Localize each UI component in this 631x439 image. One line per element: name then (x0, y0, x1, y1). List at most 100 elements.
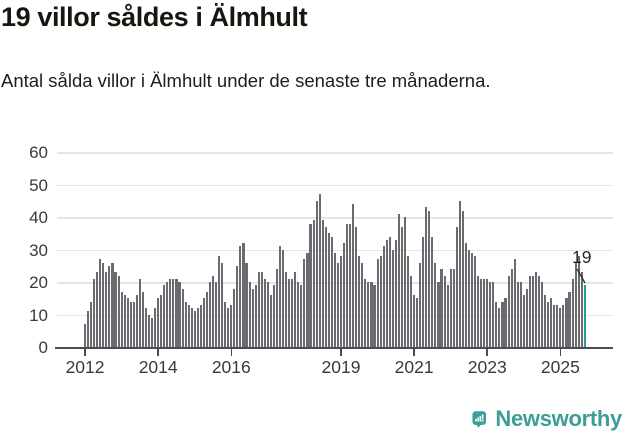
bar (425, 207, 428, 347)
bar (577, 256, 580, 347)
bar (99, 259, 102, 347)
x-tick (413, 349, 415, 356)
bar (525, 288, 528, 347)
bar (391, 249, 394, 347)
bar (163, 285, 166, 347)
bar (114, 272, 117, 347)
bar (565, 298, 568, 347)
grid-line (57, 152, 613, 154)
bar (458, 200, 461, 347)
bar (242, 243, 245, 347)
y-tick-label: 10 (29, 305, 48, 325)
y-tick-label: 40 (29, 208, 48, 227)
bar (455, 226, 458, 347)
bar (364, 278, 367, 347)
bar (422, 236, 425, 347)
x-tick (486, 349, 489, 356)
bar (574, 262, 577, 347)
bar (510, 269, 513, 347)
bar (470, 252, 474, 347)
bar (352, 204, 355, 347)
bar (336, 262, 339, 347)
bar (467, 249, 471, 347)
bar (437, 282, 440, 347)
bar (169, 278, 172, 347)
bar (221, 262, 224, 347)
bar (531, 275, 534, 347)
bar (373, 285, 376, 347)
bar (205, 291, 208, 347)
bar (428, 210, 431, 347)
bar (224, 301, 227, 347)
bar (147, 314, 151, 347)
bar (346, 223, 349, 347)
bar (553, 304, 556, 347)
x-tick-label: 2016 (211, 357, 251, 377)
bar (318, 194, 321, 347)
bar (193, 311, 196, 347)
bar (504, 298, 507, 347)
bar (474, 256, 477, 347)
bar (568, 291, 571, 347)
bar (492, 282, 495, 347)
bar (96, 272, 99, 347)
bar (245, 262, 248, 347)
bar (388, 236, 391, 347)
bar (434, 262, 437, 347)
bar (480, 278, 483, 347)
newsworthy-logo: Newsworthy (472, 400, 622, 438)
x-tick-label: 2019 (321, 357, 361, 377)
x-tick (340, 349, 342, 356)
bar (269, 295, 272, 347)
grid-line (57, 249, 613, 252)
bar (559, 308, 562, 347)
bar (141, 291, 144, 347)
bars-layer (84, 152, 588, 347)
bar (172, 278, 175, 347)
bar (272, 285, 275, 347)
bar (275, 269, 279, 347)
bar (394, 239, 397, 347)
bar (111, 262, 114, 347)
bar (306, 252, 309, 347)
bar (90, 301, 93, 347)
x-tick (559, 349, 562, 356)
bar (361, 262, 364, 347)
bar (403, 217, 407, 347)
bar (263, 278, 266, 347)
bar (522, 295, 525, 347)
bar (138, 278, 141, 347)
x-tick (230, 349, 233, 356)
bar (300, 285, 303, 347)
bar (440, 269, 443, 347)
x-tick-label: 2012 (65, 357, 105, 377)
bar (483, 278, 486, 347)
bar (279, 246, 282, 347)
bar (495, 301, 498, 347)
bar (105, 272, 108, 347)
bar (135, 295, 138, 347)
bar (160, 295, 163, 347)
bar (190, 308, 193, 347)
bar (580, 272, 583, 347)
bar (166, 282, 169, 347)
bar (538, 275, 541, 347)
bar (327, 233, 330, 347)
bar (233, 288, 236, 347)
bar (218, 256, 221, 347)
bar (303, 259, 306, 347)
bar (452, 269, 455, 347)
newsworthy-wordmark: Newsworthy (495, 406, 622, 431)
bar (410, 275, 413, 347)
bar (257, 272, 260, 347)
bar (178, 282, 181, 347)
bar (534, 272, 538, 347)
grid-line (57, 184, 613, 187)
x-tick-label: 2025 (540, 357, 580, 377)
x-axis-line (55, 346, 613, 350)
bar (528, 275, 531, 347)
bar (93, 278, 96, 347)
bar (449, 269, 452, 347)
bar (446, 285, 449, 347)
